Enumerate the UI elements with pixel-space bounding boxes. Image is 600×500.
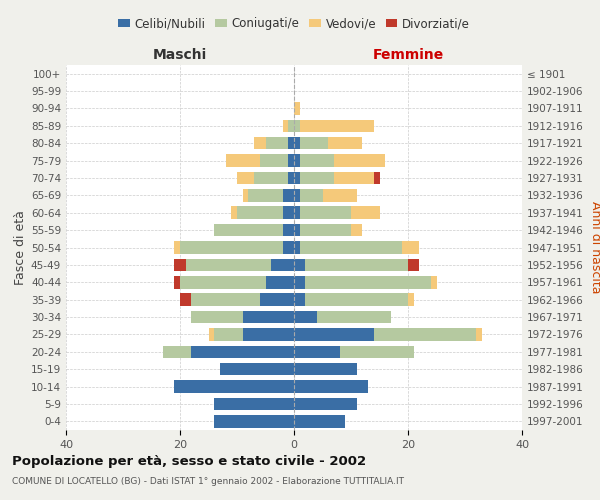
Bar: [180, 294, 191, 306]
Bar: [214, 328, 242, 340]
Bar: [294, 311, 317, 324]
Bar: [186, 258, 271, 271]
Bar: [300, 172, 334, 184]
Bar: [431, 276, 437, 288]
Bar: [300, 189, 323, 202]
Bar: [300, 206, 351, 219]
Bar: [175, 380, 294, 393]
Bar: [340, 346, 414, 358]
Bar: [283, 120, 289, 132]
Bar: [294, 276, 305, 288]
Bar: [214, 224, 283, 236]
Bar: [294, 346, 340, 358]
Bar: [242, 311, 294, 324]
Bar: [351, 224, 362, 236]
Y-axis label: Fasce di età: Fasce di età: [14, 210, 27, 285]
Y-axis label: Anni di nascita: Anni di nascita: [589, 201, 600, 294]
Bar: [294, 172, 300, 184]
Bar: [294, 137, 300, 149]
Bar: [180, 276, 265, 288]
Bar: [191, 294, 260, 306]
Legend: Celibi/Nubili, Coniugati/e, Vedovi/e, Divorziati/e: Celibi/Nubili, Coniugati/e, Vedovi/e, Di…: [113, 12, 475, 35]
Bar: [323, 189, 356, 202]
Bar: [294, 224, 300, 236]
Bar: [305, 258, 408, 271]
Bar: [300, 154, 334, 167]
Bar: [305, 276, 431, 288]
Bar: [328, 137, 362, 149]
Bar: [242, 328, 294, 340]
Bar: [214, 398, 294, 410]
Bar: [214, 415, 294, 428]
Bar: [226, 154, 260, 167]
Bar: [408, 294, 414, 306]
Bar: [175, 241, 180, 254]
Bar: [243, 189, 248, 202]
Text: Popolazione per età, sesso e stato civile - 2002: Popolazione per età, sesso e stato civil…: [12, 455, 366, 468]
Bar: [294, 154, 300, 167]
Bar: [191, 346, 294, 358]
Bar: [271, 258, 294, 271]
Bar: [317, 311, 391, 324]
Bar: [254, 172, 289, 184]
Bar: [260, 294, 294, 306]
Bar: [289, 137, 294, 149]
Bar: [283, 224, 294, 236]
Bar: [294, 120, 300, 132]
Bar: [305, 294, 408, 306]
Bar: [248, 189, 283, 202]
Bar: [163, 346, 191, 358]
Bar: [294, 398, 356, 410]
Bar: [283, 189, 294, 202]
Bar: [283, 206, 294, 219]
Bar: [175, 276, 180, 288]
Bar: [283, 241, 294, 254]
Bar: [334, 172, 374, 184]
Bar: [334, 154, 385, 167]
Bar: [289, 172, 294, 184]
Bar: [300, 137, 328, 149]
Bar: [294, 415, 346, 428]
Bar: [300, 224, 351, 236]
Bar: [180, 241, 283, 254]
Bar: [232, 206, 237, 219]
Bar: [237, 172, 254, 184]
Text: Femmine: Femmine: [373, 48, 443, 62]
Bar: [294, 328, 374, 340]
Bar: [408, 258, 419, 271]
Bar: [300, 241, 403, 254]
Bar: [351, 206, 380, 219]
Bar: [260, 154, 289, 167]
Bar: [300, 120, 374, 132]
Bar: [220, 363, 294, 376]
Bar: [191, 311, 242, 324]
Bar: [403, 241, 419, 254]
Bar: [265, 276, 294, 288]
Bar: [254, 137, 265, 149]
Bar: [289, 154, 294, 167]
Bar: [294, 363, 356, 376]
Bar: [237, 206, 283, 219]
Bar: [265, 137, 289, 149]
Bar: [294, 380, 368, 393]
Text: COMUNE DI LOCATELLO (BG) - Dati ISTAT 1° gennaio 2002 - Elaborazione TUTTITALIA.: COMUNE DI LOCATELLO (BG) - Dati ISTAT 1°…: [12, 478, 404, 486]
Bar: [476, 328, 482, 340]
Bar: [289, 120, 294, 132]
Bar: [374, 328, 476, 340]
Bar: [374, 172, 380, 184]
Bar: [294, 258, 305, 271]
Bar: [294, 241, 300, 254]
Bar: [174, 258, 186, 271]
Bar: [209, 328, 214, 340]
Text: Maschi: Maschi: [153, 48, 207, 62]
Bar: [294, 189, 300, 202]
Bar: [294, 294, 305, 306]
Bar: [294, 206, 300, 219]
Bar: [294, 102, 300, 115]
